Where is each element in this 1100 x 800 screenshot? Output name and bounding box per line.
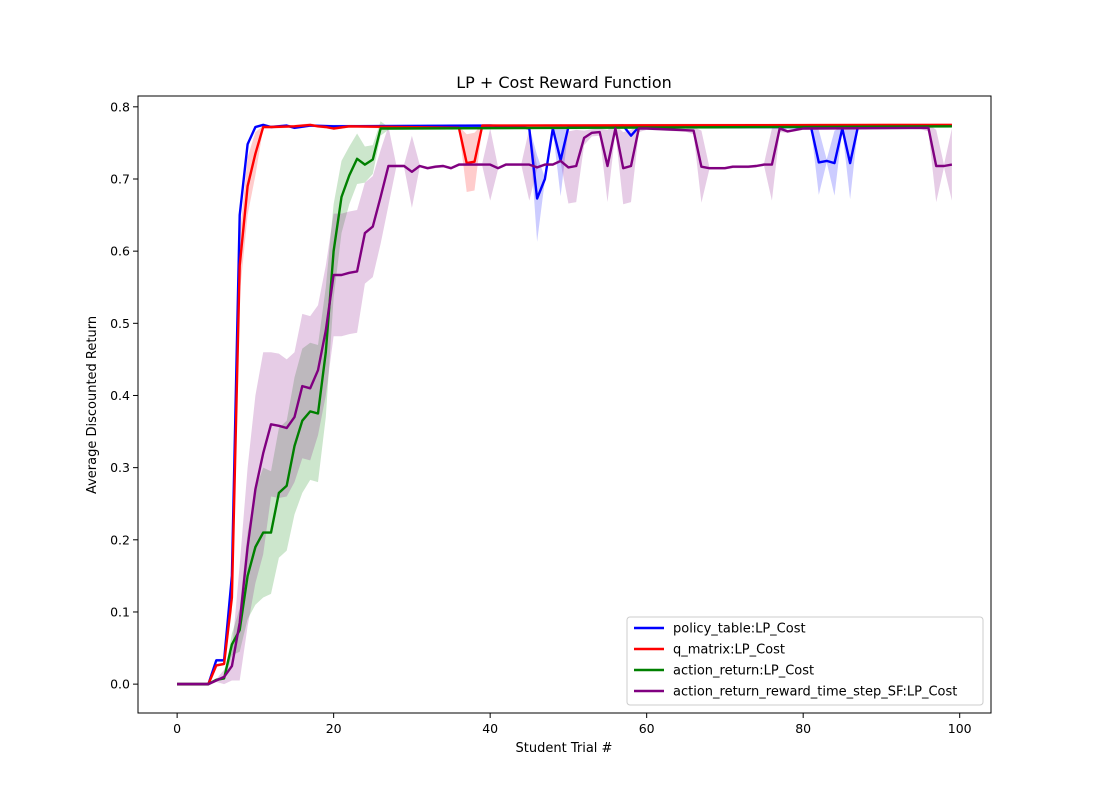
y-tick-label: 0.6 (110, 244, 130, 259)
y-tick-label: 0.7 (110, 171, 130, 186)
chart-title: LP + Cost Reward Function (456, 73, 672, 92)
y-tick-label: 0.2 (110, 532, 130, 547)
legend-box (626, 616, 984, 706)
x-tick-label: 20 (326, 721, 342, 736)
legend-entry-label: policy_table:LP_Cost (673, 622, 806, 637)
series-lines (177, 123, 953, 686)
y-axis-label: Average Discounted Return (85, 316, 100, 494)
line-series-2 (177, 125, 952, 686)
legend-entry-label: action_return_reward_time_step_SF:LP_Cos… (673, 685, 957, 700)
legend-entry-label: action_return:LP_Cost (673, 664, 814, 679)
y-tick-label: 0.5 (110, 316, 130, 331)
legend-entry-label: q_matrix:LP_Cost (673, 643, 785, 658)
x-tick-label: 40 (482, 721, 498, 736)
x-axis-label: Student Trial # (516, 741, 613, 756)
x-tick-label: 60 (639, 721, 655, 736)
plot-frame (137, 95, 992, 714)
band-series-3 (177, 124, 952, 686)
x-tick-label: 100 (948, 721, 972, 736)
y-tick-label: 0.4 (110, 388, 130, 403)
x-tick-label: 0 (173, 721, 181, 736)
y-axis-ticks: 0.0 0.1 0.2 0.3 0.4 0.5 0.6 0.7 0.8 (110, 99, 138, 692)
line-series-0 (177, 123, 952, 686)
y-tick-label: 0.1 (110, 604, 130, 619)
x-tick-label: 80 (795, 721, 811, 736)
y-tick-label: 0.3 (110, 460, 130, 475)
line-series-3 (177, 126, 953, 686)
x-axis-ticks: 0 20 40 60 80 100 (173, 713, 972, 736)
confidence-bands (177, 121, 952, 686)
y-tick-label: 0.8 (110, 99, 130, 114)
y-tick-label: 0.0 (110, 677, 130, 692)
legend: policy_table:LP_Cost q_matrix:LP_Costacti… (626, 616, 984, 706)
line-series-1 (177, 123, 952, 686)
